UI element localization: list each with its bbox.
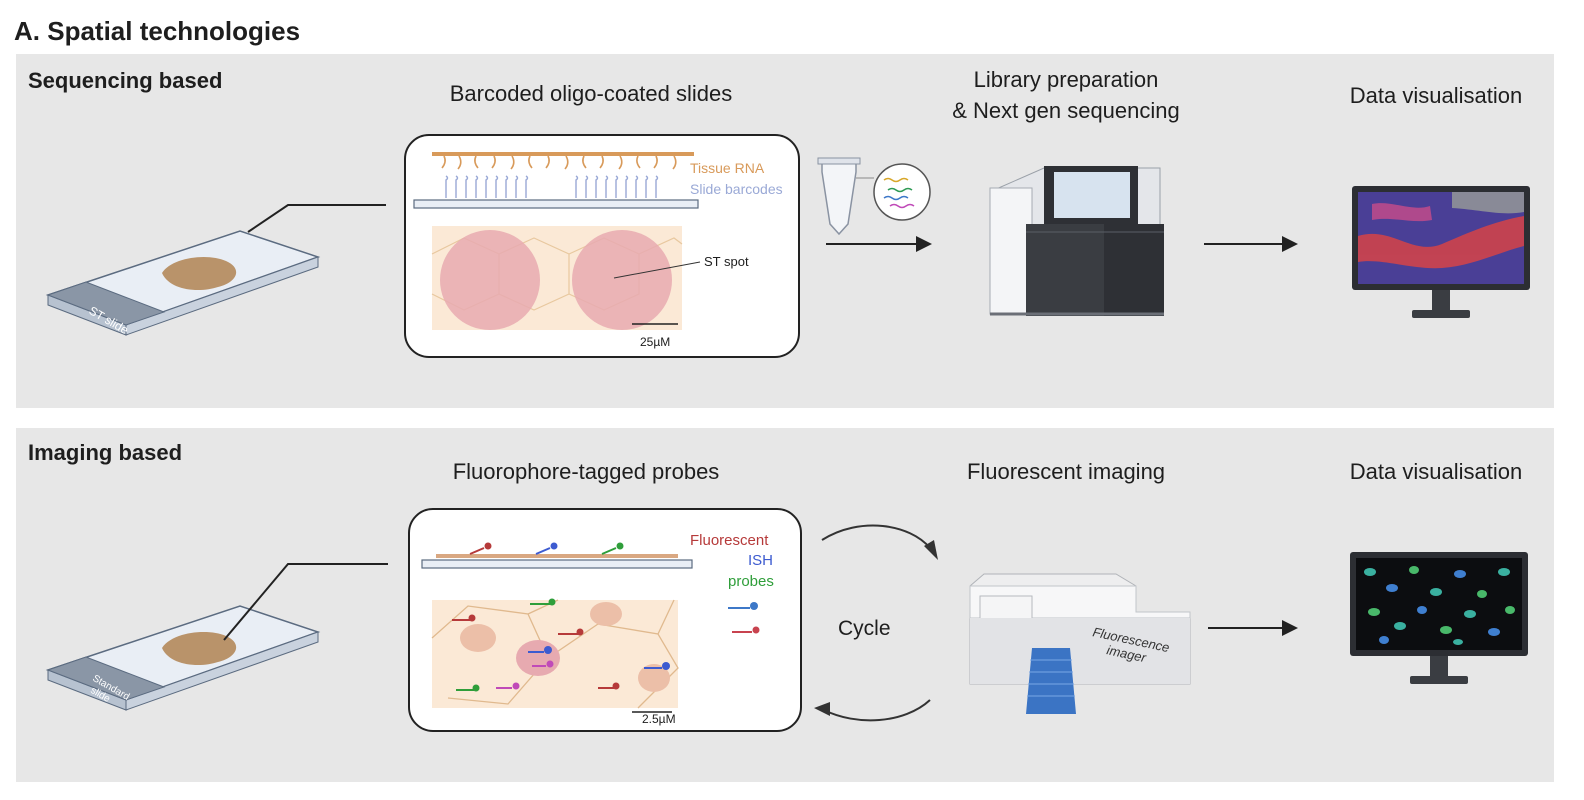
seq-step2-line1: Library preparation xyxy=(973,67,1159,92)
sequencing-panel-title: Sequencing based xyxy=(28,68,223,93)
img-step3-title: Data visualisation xyxy=(1349,459,1523,484)
fluorescent-cells xyxy=(1364,566,1515,645)
surface-probes xyxy=(469,542,624,555)
st-spot-right xyxy=(572,230,672,330)
tissue-rna-strands xyxy=(441,155,677,170)
seq-step3-title: Data visualisation xyxy=(1349,83,1523,108)
cycle-label: Cycle xyxy=(838,617,891,640)
img-step1-title: Fluorophore-tagged probes xyxy=(452,459,720,484)
fluorophore-zoom-box xyxy=(408,508,802,732)
figure-heading: A. Spatial technologies xyxy=(14,16,301,46)
seq-step1-title: Barcoded oligo-coated slides xyxy=(449,81,733,106)
seq-scale-bar-label: 25µM xyxy=(640,335,671,349)
slide-barcode-strands xyxy=(445,175,659,198)
img-monitor-illustration xyxy=(1350,552,1528,684)
standard-slide-illustration: Standard slide xyxy=(45,605,321,711)
st-spot-label: ST spot xyxy=(704,254,749,269)
sequencer-machine-illustration xyxy=(989,166,1164,316)
img-step2-title: Fluorescent imaging xyxy=(966,459,1166,484)
probes-label-line3: probes xyxy=(728,573,774,590)
st-spot-left xyxy=(440,230,540,330)
tissue-rna-label: Tissue RNA xyxy=(690,160,765,176)
seq-monitor-illustration xyxy=(1352,186,1530,318)
probes-label-line1: Fluorescent xyxy=(690,532,769,549)
probes-label-line2: ISH xyxy=(748,552,774,569)
slide-barcodes-label: Slide barcodes xyxy=(690,181,783,197)
legend-probes xyxy=(728,602,760,634)
fluorescence-imager-illustration: Fluorescence imager xyxy=(969,573,1191,714)
barcoded-slide-zoom-box xyxy=(404,134,800,358)
seq-step2-line2: & Next gen sequencing xyxy=(952,98,1180,123)
tissue-probes xyxy=(452,598,670,692)
st-slide-illustration: ST slide xyxy=(45,230,321,337)
imaging-panel-title: Imaging based xyxy=(28,440,183,465)
library-tube-illustration xyxy=(817,157,931,236)
seq-step2-title: Library preparation & Next gen sequencin… xyxy=(896,64,1236,126)
img-scale-bar-label: 2.5µM xyxy=(642,712,676,726)
